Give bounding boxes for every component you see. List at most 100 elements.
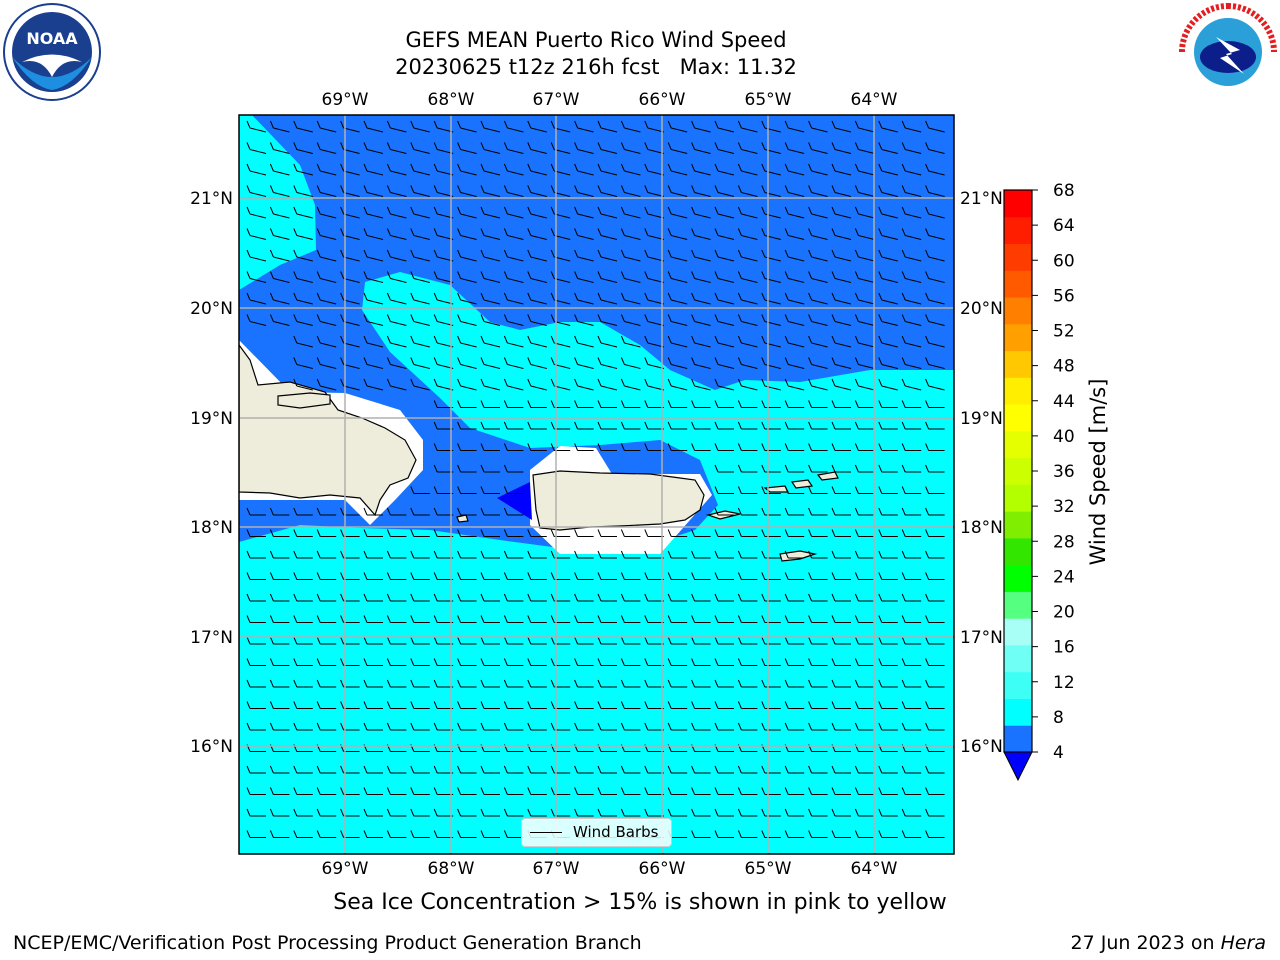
wind-barb [784,808,805,817]
wind-barb [854,357,875,369]
wind-barb [691,357,711,369]
wind-barb [784,787,805,795]
wind-barb [550,163,571,176]
wind-barb [667,120,688,133]
wind-barb [550,357,571,369]
wind-barb [691,292,711,305]
wind-barb [503,249,524,262]
wind-barb [316,808,337,817]
wind-barb [550,615,571,623]
wind-barb [316,185,337,197]
wind-barb [527,572,547,580]
colorbar-tick-label: 20 [1053,603,1075,623]
wind-barb [550,765,571,774]
wind-barb [269,550,290,559]
wind-barb [901,163,922,176]
wind-barb [246,163,267,176]
wind-barb [550,636,571,645]
wind-barb [714,572,734,580]
wind-barb [644,443,664,451]
wind-barb [667,787,688,795]
wind-barb [808,507,828,516]
wind-barb [714,400,734,408]
wind-barb [386,658,407,666]
wind-barb [503,206,524,219]
wind-barb [363,357,384,369]
lat-label-left: 16°N [190,737,233,757]
wind-barb [410,271,430,283]
wind-barb [340,572,360,580]
wind-barb [293,228,313,240]
wind-barb [410,550,430,559]
wind-barb [293,636,313,645]
wind-barb [644,421,664,430]
wind-barb [574,142,594,154]
wind-barb [737,658,758,666]
wind-barb [340,615,360,623]
wind-barb [737,335,758,348]
wind-barb [574,228,594,240]
wind-barb [410,228,430,240]
wind-barb [925,572,945,580]
wind-barb [527,400,547,408]
wind-barb [620,271,641,283]
wind-barb [340,830,360,838]
wind-barb [737,787,758,795]
wind-barb [269,507,290,516]
wind-barb [878,507,898,516]
wind-barb [246,185,267,197]
colorbar-tick-label: 40 [1053,427,1075,447]
wind-barb [340,249,360,262]
wind-barb [667,357,688,369]
wind-barb [620,443,641,451]
wind-barb [644,765,664,774]
wind-barb [737,636,758,645]
wind-barb [901,722,922,731]
wind-barb [667,314,688,326]
wind-barb [574,701,594,709]
wind-barb [363,593,383,602]
wind-barb [667,529,688,537]
wind-barb [386,357,407,369]
wind-barb [386,572,407,580]
lon-label-top: 66°W [639,90,686,110]
wind-barb [784,206,805,219]
colorbar-tick-label: 32 [1053,497,1075,517]
wind-barb [878,249,898,262]
wind-barb [550,808,571,817]
wind-barb [597,765,617,774]
wind-barb [410,314,430,326]
wind-barb [854,636,875,645]
wind-barb [386,722,407,731]
wind-barb [831,271,852,283]
wind-barb [901,765,922,774]
wind-barb [503,507,524,516]
wind-barb [925,615,945,623]
wind-barb [340,271,360,283]
wind-barb [457,529,477,537]
wind-barb [480,228,501,240]
wind-barb [784,765,805,774]
wind-barb [925,378,945,391]
colorbar-tick-label: 68 [1053,181,1075,201]
wind-barb [667,163,688,176]
wind-barb [808,400,828,408]
wind-barb [293,249,313,262]
virgin-islands [763,471,839,493]
wind-barb [644,529,664,537]
wind-barb [246,507,266,516]
wind-barb [831,701,851,709]
wind-barb [293,120,313,133]
wind-barb [925,443,945,451]
wind-barb [878,120,898,133]
wind-barb [574,400,594,408]
wind-barb [363,808,383,817]
wind-barb [784,400,805,408]
wind-barb [457,378,477,391]
wind-barb [527,185,547,197]
wind-barb [854,185,875,197]
lat-label-right: 19°N [960,409,1003,429]
colorbar-swatch [1004,216,1032,245]
wind-barb [831,529,851,537]
wind-barb [316,314,337,326]
